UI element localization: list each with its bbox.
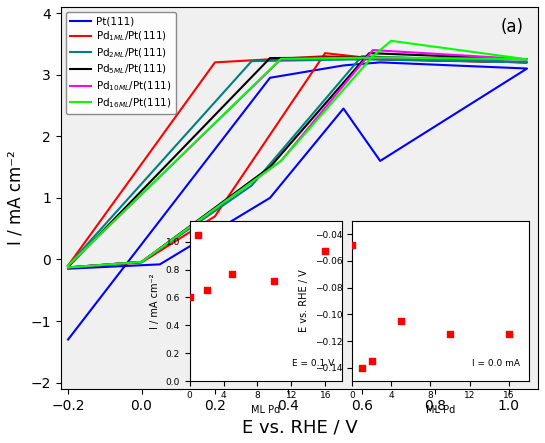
Text: (a): (a) (501, 19, 524, 36)
X-axis label: E vs. RHE / V: E vs. RHE / V (241, 418, 358, 436)
Legend: Pt(111), Pd$_{1ML}$/Pt(111), Pd$_{2ML}$/Pt(111), Pd$_{5ML}$/Pt(111), Pd$_{10ML}$: Pt(111), Pd$_{1ML}$/Pt(111), Pd$_{2ML}$/… (66, 12, 176, 114)
Y-axis label: I / mA cm⁻²: I / mA cm⁻² (7, 151, 25, 245)
